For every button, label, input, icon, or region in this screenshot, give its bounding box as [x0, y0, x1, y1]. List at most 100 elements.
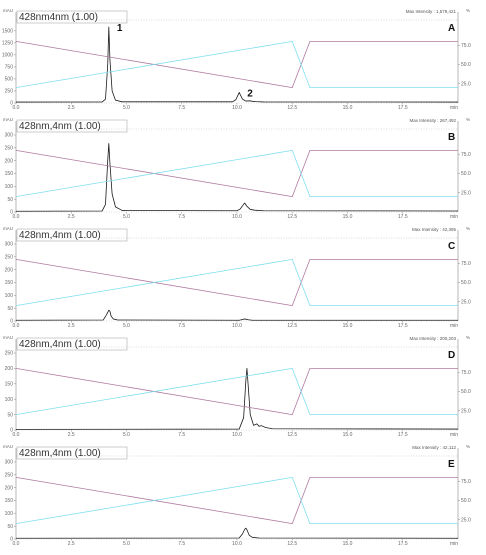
x-tick-label: 0.0	[13, 432, 20, 438]
y-tick-label: 250	[5, 146, 14, 152]
y-tick-label: 200	[5, 158, 14, 164]
y2-tick-label: 25.0	[461, 190, 471, 196]
y-unit-label: mAU	[3, 117, 13, 122]
y-tick-label: 150	[5, 382, 14, 388]
y2-tick-label: 75.0	[461, 43, 471, 49]
x-tick-label: 15.0	[343, 432, 353, 438]
x-tick-label: 10.0	[232, 541, 242, 547]
y-tick-label: 300	[5, 133, 14, 139]
trace-label-box	[16, 337, 128, 351]
x-tick-label: 5.0	[123, 323, 130, 329]
x-tick-label: 15.0	[343, 105, 353, 111]
y-tick-label: 50	[7, 412, 13, 418]
x-tick-label: 7.5	[178, 432, 185, 438]
x-tick-label: 15.0	[343, 541, 353, 547]
y-tick-label: 250	[5, 473, 14, 479]
trace-label: 428nm,4nm (1.00)	[19, 121, 101, 132]
y2-tick-label: 25.0	[461, 408, 471, 414]
series-chromatogram	[15, 143, 459, 212]
series-gradient-cyan	[15, 258, 458, 307]
panel-B: mAU % Max Intensity : 267,492 0 50 100 150 200 2…	[3, 117, 471, 220]
panel-letter: C	[448, 241, 455, 252]
y-tick-label: 200	[5, 485, 14, 491]
x-tick-label: 7.5	[178, 105, 185, 111]
y2-tick-label: 50.0	[461, 389, 471, 395]
series-gradient-cyan	[15, 149, 458, 198]
y-tick-label: 100	[5, 184, 14, 190]
panel-A: mAU % Max Intensity : 1,579,421 0 250 500 750 1…	[2, 8, 471, 111]
x-tick-label: 5.0	[123, 105, 130, 111]
series-gradient-purple	[15, 149, 458, 198]
trace-label: 428nm,4nm (1.00)	[19, 230, 101, 241]
panel-D: mAU % Max Intensity : 200,203 0 50 100 150 200 2…	[3, 335, 471, 438]
x-tick-label: 2.5	[68, 323, 75, 329]
max-intensity-label: Max Intensity : 200,203	[409, 336, 456, 341]
y-tick-label: 0	[10, 537, 13, 543]
y-tick-label: 100	[5, 293, 14, 299]
max-intensity-label: Max Intensity : 267,492	[409, 118, 456, 123]
y2-tick-label: 75.0	[461, 479, 471, 485]
trace-label: 428nm4nm (1.00)	[19, 12, 98, 23]
y2-tick-label: 50.0	[461, 280, 471, 286]
y-unit-label: mAU	[3, 444, 13, 449]
trace-label-box	[16, 119, 128, 133]
trace-label-box	[16, 228, 128, 242]
x-tick-label: 7.5	[178, 541, 185, 547]
y2-unit-label: %	[466, 335, 470, 340]
series-chromatogram	[15, 367, 459, 430]
y-tick-label: 0	[10, 428, 13, 434]
max-intensity-label: Max Intensity : 42,112	[412, 445, 456, 450]
panel-C: mAU % Max Intensity : 42,395 0 50 100 150 200 25…	[3, 226, 471, 329]
y2-unit-label: %	[466, 117, 470, 122]
trace-label-box	[16, 446, 128, 460]
x-tick-label: 12.5	[287, 541, 297, 547]
y2-tick-label: 25.0	[461, 81, 471, 87]
y2-unit-label: %	[466, 444, 470, 449]
y2-tick-label: 25.0	[461, 299, 471, 305]
x-tick-label: 2.5	[68, 541, 75, 547]
y-tick-label: 300	[5, 460, 14, 466]
y-tick-label: 500	[5, 77, 14, 83]
series-gradient-cyan	[15, 476, 458, 524]
series-chromatogram	[15, 527, 459, 539]
y-tick-label: 50	[7, 197, 13, 203]
y2-unit-label: %	[466, 226, 470, 231]
x-tick-label: 5.0	[123, 214, 130, 220]
panel-letter: D	[448, 350, 455, 361]
panel-letter: E	[448, 459, 455, 470]
panel-letter: B	[448, 132, 455, 143]
y-tick-label: 250	[5, 351, 14, 357]
x-unit-label: min	[450, 432, 458, 438]
series-chromatogram	[15, 26, 459, 103]
y-unit-label: mAU	[3, 226, 13, 231]
y-tick-label: 250	[5, 89, 14, 95]
series-gradient-purple	[15, 258, 458, 307]
y-tick-label: 300	[5, 242, 14, 248]
series-gradient-cyan	[15, 41, 458, 88]
y2-tick-label: 50.0	[461, 171, 471, 177]
x-tick-label: 15.0	[343, 323, 353, 329]
series-gradient-purple	[15, 41, 458, 88]
x-tick-label: 10.0	[232, 323, 242, 329]
trace-label: 428nm,4nm (1.00)	[19, 339, 101, 350]
y-tick-label: 200	[5, 366, 14, 372]
y-tick-label: 1000	[2, 53, 13, 59]
y-tick-label: 250	[5, 255, 14, 261]
y2-tick-label: 25.0	[461, 517, 471, 523]
peak-label: 2	[247, 88, 253, 99]
x-tick-label: 12.5	[287, 323, 297, 329]
x-tick-label: 17.5	[398, 323, 408, 329]
x-tick-label: 10.0	[232, 432, 242, 438]
x-unit-label: min	[450, 214, 458, 220]
x-unit-label: min	[450, 541, 458, 547]
x-tick-label: 2.5	[68, 105, 75, 111]
y-tick-label: 1250	[2, 41, 13, 47]
max-intensity-label: Max Intensity : 1,579,421	[406, 9, 457, 14]
x-tick-label: 0.0	[13, 214, 20, 220]
x-tick-label: 12.5	[287, 214, 297, 220]
trace-label-box	[16, 10, 128, 24]
y-tick-label: 150	[5, 498, 14, 504]
trace-label: 428nm,4nm (1.00)	[19, 448, 101, 459]
